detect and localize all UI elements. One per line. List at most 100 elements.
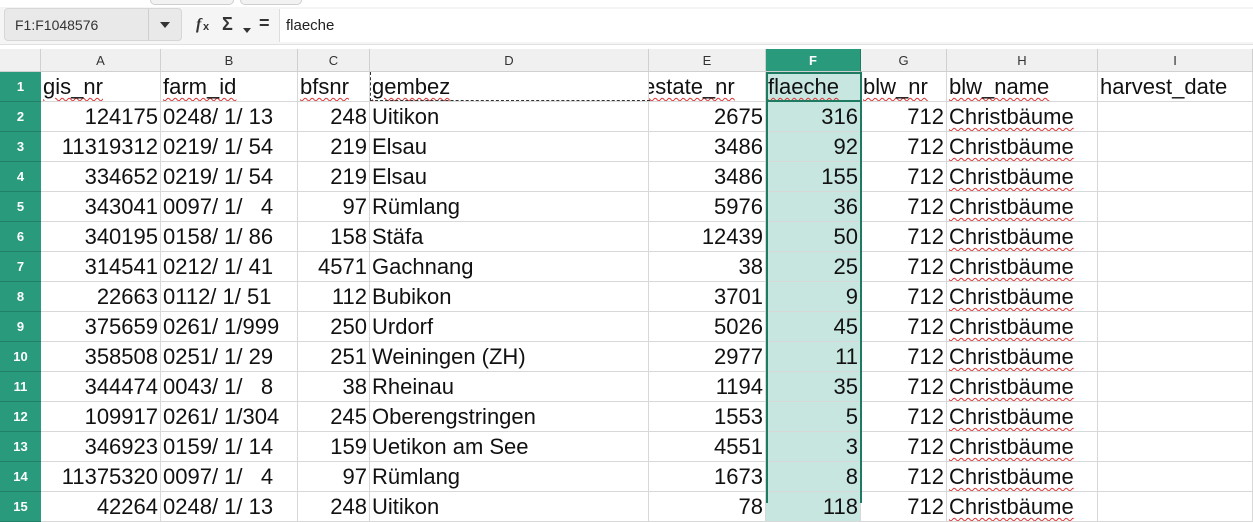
cell-g[interactable]: 712: [861, 312, 947, 342]
cell-i[interactable]: [1098, 342, 1253, 372]
cell-a[interactable]: 22663: [41, 282, 161, 312]
cell-f[interactable]: 11: [766, 342, 861, 372]
cell-a[interactable]: 343041: [41, 192, 161, 222]
cell-e[interactable]: 5026: [649, 312, 766, 342]
row-header[interactable]: 8: [0, 282, 41, 312]
cell-i[interactable]: [1098, 372, 1253, 402]
cell-e[interactable]: 78: [649, 492, 766, 522]
cell-c[interactable]: 219: [298, 162, 370, 192]
row-header[interactable]: 10: [0, 342, 41, 372]
cell-e[interactable]: 3486: [649, 132, 766, 162]
cell-g[interactable]: 712: [861, 462, 947, 492]
row-header[interactable]: 11: [0, 372, 41, 402]
name-box[interactable]: F1:F1048576: [4, 8, 182, 41]
cell-i[interactable]: [1098, 102, 1253, 132]
cell-c[interactable]: 158: [298, 222, 370, 252]
cell-i[interactable]: [1098, 282, 1253, 312]
cell-c[interactable]: 4571: [298, 252, 370, 282]
cell-d[interactable]: Rümlang: [370, 192, 649, 222]
formula-equals-button[interactable]: =: [259, 13, 270, 33]
cell-h[interactable]: Christbäume: [947, 342, 1098, 372]
cell-h[interactable]: Christbäume: [947, 192, 1098, 222]
cell-f[interactable]: 3: [766, 432, 861, 462]
cell-d[interactable]: Rümlang: [370, 462, 649, 492]
cell-d[interactable]: Urdorf: [370, 312, 649, 342]
cell-i[interactable]: [1098, 402, 1253, 432]
cell-b[interactable]: 0097/ 1/ 4: [161, 462, 298, 492]
cell-f[interactable]: 45: [766, 312, 861, 342]
cell-c[interactable]: 112: [298, 282, 370, 312]
name-box-value[interactable]: F1:F1048576: [15, 17, 99, 33]
row-header[interactable]: 4: [0, 162, 41, 192]
cell-i[interactable]: [1098, 222, 1253, 252]
name-box-dropdown-button[interactable]: [148, 9, 181, 40]
cell-a[interactable]: 124175: [41, 102, 161, 132]
cell-f[interactable]: 8: [766, 462, 861, 492]
cell-i[interactable]: [1098, 492, 1253, 522]
header-cell-a[interactable]: gis_nr: [41, 72, 161, 102]
cell-g[interactable]: 712: [861, 342, 947, 372]
column-header-d[interactable]: D: [370, 49, 649, 72]
cell-e[interactable]: 12439: [649, 222, 766, 252]
column-header-h[interactable]: H: [947, 49, 1098, 72]
header-cell-d[interactable]: gembez: [370, 72, 649, 102]
cell-g[interactable]: 712: [861, 222, 947, 252]
cell-d[interactable]: Rheinau: [370, 372, 649, 402]
cell-c[interactable]: 159: [298, 432, 370, 462]
row-header[interactable]: 12: [0, 402, 41, 432]
formula-content[interactable]: flaeche: [286, 17, 335, 34]
chevron-down-icon[interactable]: [243, 28, 251, 33]
cell-c[interactable]: 97: [298, 462, 370, 492]
row-header[interactable]: 5: [0, 192, 41, 222]
cell-a[interactable]: 11319312: [41, 132, 161, 162]
cell-i[interactable]: [1098, 432, 1253, 462]
cell-c[interactable]: 250: [298, 312, 370, 342]
cell-h[interactable]: Christbäume: [947, 282, 1098, 312]
cell-g[interactable]: 712: [861, 132, 947, 162]
column-header-g[interactable]: G: [861, 49, 947, 72]
cell-d[interactable]: Weiningen (ZH): [370, 342, 649, 372]
cell-f[interactable]: 25: [766, 252, 861, 282]
cell-f[interactable]: 50: [766, 222, 861, 252]
cell-a[interactable]: 346923: [41, 432, 161, 462]
formula-input[interactable]: flaeche: [279, 9, 1253, 42]
tab-fragment[interactable]: [240, 0, 302, 5]
cell-a[interactable]: 334652: [41, 162, 161, 192]
header-cell-e[interactable]: estate_nr: [649, 72, 766, 102]
cell-a[interactable]: 11375320: [41, 462, 161, 492]
cell-f[interactable]: 316: [766, 102, 861, 132]
cell-g[interactable]: 712: [861, 252, 947, 282]
cell-h[interactable]: Christbäume: [947, 402, 1098, 432]
cell-d[interactable]: Stäfa: [370, 222, 649, 252]
cell-d[interactable]: Uitikon: [370, 102, 649, 132]
row-header[interactable]: 3: [0, 132, 41, 162]
cell-b[interactable]: 0248/ 1/ 13: [161, 102, 298, 132]
cell-a[interactable]: 109917: [41, 402, 161, 432]
cell-h[interactable]: Christbäume: [947, 372, 1098, 402]
cell-b[interactable]: 0112/ 1/ 51: [161, 282, 298, 312]
cell-e[interactable]: 5976: [649, 192, 766, 222]
cell-h[interactable]: Christbäume: [947, 132, 1098, 162]
column-header-a[interactable]: A: [41, 49, 161, 72]
cell-b[interactable]: 0261/ 1/999: [161, 312, 298, 342]
cell-f[interactable]: 118: [766, 492, 861, 522]
cell-c[interactable]: 38: [298, 372, 370, 402]
cell-f[interactable]: 155: [766, 162, 861, 192]
cell-h[interactable]: Christbäume: [947, 462, 1098, 492]
column-header-e[interactable]: E: [649, 49, 766, 72]
header-cell-g[interactable]: blw_nr: [861, 72, 947, 102]
cell-a[interactable]: 375659: [41, 312, 161, 342]
column-header-i[interactable]: I: [1098, 49, 1253, 72]
cell-c[interactable]: 245: [298, 402, 370, 432]
cell-e[interactable]: 2675: [649, 102, 766, 132]
cell-a[interactable]: 358508: [41, 342, 161, 372]
tab-fragment[interactable]: [150, 0, 234, 5]
column-header-f[interactable]: F: [766, 49, 861, 72]
cell-c[interactable]: 248: [298, 492, 370, 522]
cell-i[interactable]: [1098, 252, 1253, 282]
cell-h[interactable]: Christbäume: [947, 162, 1098, 192]
cell-e[interactable]: 1194: [649, 372, 766, 402]
cell-b[interactable]: 0043/ 1/ 8: [161, 372, 298, 402]
cell-g[interactable]: 712: [861, 492, 947, 522]
cell-b[interactable]: 0219/ 1/ 54: [161, 132, 298, 162]
